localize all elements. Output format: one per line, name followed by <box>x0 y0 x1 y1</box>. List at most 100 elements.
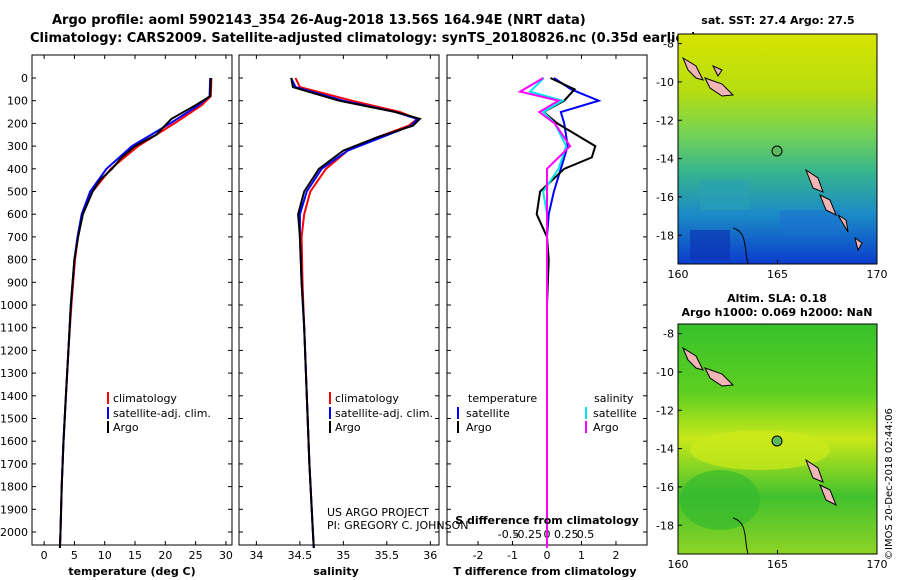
depth-tick-label: 500 <box>7 186 28 199</box>
depth-tick-label: 200 <box>7 117 28 130</box>
map-y-tick-label: -8 <box>663 328 674 341</box>
depth-tick-label: 1500 <box>0 413 28 426</box>
header-line2: Climatology: CARS2009. Satellite-adjuste… <box>30 31 697 46</box>
salinity-panel <box>238 54 440 546</box>
map-y-tick-label: -12 <box>656 404 674 417</box>
depth-tick-label: 1700 <box>0 458 28 471</box>
map-x-tick-label: 160 <box>668 268 689 281</box>
x-tick-label: 34.5 <box>288 549 313 562</box>
header-line1: Argo profile: aoml 5902143_354 26-Aug-20… <box>52 13 586 28</box>
sst-map <box>678 34 877 264</box>
sla-map-title1: Altim. SLA: 0.18 <box>727 292 827 305</box>
x-tick-label: 35.5 <box>375 549 400 562</box>
x-tick-label: 25 <box>189 549 203 562</box>
series-argo <box>290 77 422 548</box>
depth-tick-label: 300 <box>7 140 28 153</box>
depth-tick-label: 1100 <box>0 322 28 335</box>
imos-stamp: ©IMOS 20-Dec-2018 02:44:06 <box>884 408 895 560</box>
depth-tick-label: 900 <box>7 276 28 289</box>
map-y-tick-label: -10 <box>656 76 674 89</box>
map-x-tick-label: 165 <box>767 268 788 281</box>
map-y-tick-label: -10 <box>656 366 674 379</box>
depth-tick-label: 1300 <box>0 367 28 380</box>
temperature-panel <box>31 54 233 546</box>
s-tick-label: -0.25 <box>514 528 542 541</box>
salinity-legend: climatology satellite-adj. clim. Argo US… <box>327 392 468 532</box>
legend-argo: Argo <box>113 421 139 434</box>
float-position-marker <box>771 145 783 157</box>
island <box>681 56 704 81</box>
x-tick-label: 30 <box>219 549 233 562</box>
depth-tick-label: 1600 <box>0 435 28 448</box>
depth-tick-label: 1400 <box>0 390 28 403</box>
island <box>837 214 849 233</box>
legend-s-argo: Argo <box>593 421 619 434</box>
map-x-tick-label: 160 <box>668 558 689 571</box>
x-tick-label: 35 <box>336 549 350 562</box>
sst-map-title: sat. SST: 27.4 Argo: 27.5 <box>701 14 854 27</box>
s-tick-label: -0.5 <box>498 528 519 541</box>
map-ticks: 160 165 170 -8 -10 -12 -14 -16 -18 160 165 170 -8 -10… <box>656 38 887 571</box>
sla-patch <box>680 470 760 530</box>
legend-s-satellite: satellite <box>593 407 637 420</box>
depth-tick-label: 1900 <box>0 503 28 516</box>
island <box>819 483 837 507</box>
series-t-satellite <box>546 77 602 548</box>
depth-tick-label: 1800 <box>0 481 28 494</box>
x-tick-label: -1 <box>507 549 518 562</box>
depth-tick-label: 1200 <box>0 344 28 357</box>
x-tick-label: 1 <box>578 549 585 562</box>
credit-line1: US ARGO PROJECT <box>327 506 429 519</box>
legend-argo: Argo <box>335 421 361 434</box>
sst-patch <box>690 230 730 260</box>
s-tick-label: 0.5 <box>577 528 595 541</box>
difference-xlabel-top: S difference from climatology <box>455 514 639 527</box>
map-y-tick-label: -12 <box>656 114 674 127</box>
x-tick-label: 15 <box>128 549 142 562</box>
map-y-tick-label: -14 <box>656 153 674 166</box>
island <box>854 236 863 252</box>
reef-contour <box>732 227 749 264</box>
island <box>819 193 837 217</box>
sst-patch <box>780 210 840 235</box>
map-y-tick-label: -14 <box>656 443 674 456</box>
depth-tick-label: 600 <box>7 208 28 221</box>
float-position-marker <box>771 435 783 447</box>
series-argo <box>58 77 212 548</box>
depth-tick-label: 800 <box>7 254 28 267</box>
legend-climatology: climatology <box>113 392 177 405</box>
depth-tick-label: 700 <box>7 231 28 244</box>
axes-layer: 0100200300400500600700800900100011001200… <box>0 55 647 562</box>
depth-tick-label: 1000 <box>0 299 28 312</box>
map-y-tick-label: -16 <box>656 481 674 494</box>
series-layer <box>58 77 602 548</box>
x-tick-label: 36 <box>423 549 437 562</box>
reef-contour <box>732 517 749 554</box>
island <box>703 77 735 97</box>
sla-map-title2: Argo h1000: 0.069 h2000: NaN <box>681 306 872 319</box>
legend-satellite: satellite-adj. clim. <box>335 407 433 420</box>
x-tick-label: 2 <box>612 549 619 562</box>
salinity-xlabel: salinity <box>313 565 359 578</box>
map-y-tick-label: -18 <box>656 519 674 532</box>
x-tick-label: 0 <box>41 549 48 562</box>
series-s-satellite <box>528 77 568 548</box>
legend-salinity-title: salinity <box>594 392 634 405</box>
sla-map <box>678 324 877 554</box>
depth-tick-label: 400 <box>7 163 28 176</box>
credit-line2: PI: GREGORY C. JOHNSON <box>327 519 468 532</box>
map-x-tick-label: 170 <box>867 268 888 281</box>
island <box>804 458 824 483</box>
difference-legend: temperature satellite Argo salinity sate… <box>457 392 637 434</box>
island <box>711 64 723 77</box>
island <box>703 367 735 387</box>
sst-patch <box>700 180 750 210</box>
depth-tick-label: 0 <box>21 72 28 85</box>
map-y-tick-label: -16 <box>656 191 674 204</box>
legend-temperature-title: temperature <box>468 392 537 405</box>
x-tick-label: 5 <box>71 549 78 562</box>
s-tick-label: 0.25 <box>554 528 579 541</box>
depth-tick-label: 2000 <box>0 526 28 539</box>
x-tick-label: -2 <box>473 549 484 562</box>
